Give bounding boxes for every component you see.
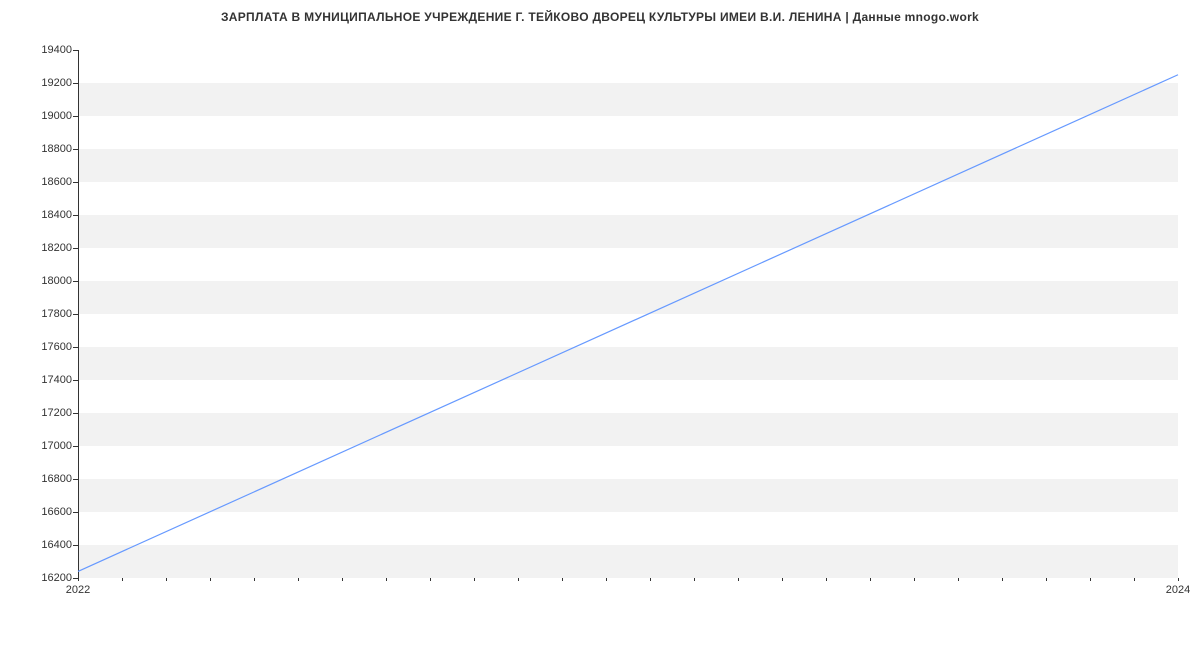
x-minor-tick	[342, 578, 343, 581]
x-minor-tick	[298, 578, 299, 581]
x-minor-tick	[254, 578, 255, 581]
x-minor-tick	[914, 578, 915, 581]
line-series-svg	[78, 50, 1178, 578]
x-minor-tick	[122, 578, 123, 581]
x-minor-tick	[782, 578, 783, 581]
y-tick-label: 18400	[12, 209, 72, 221]
y-tick-label: 17000	[12, 440, 72, 452]
y-tick-label: 18600	[12, 176, 72, 188]
x-minor-tick	[78, 578, 79, 581]
x-minor-tick	[1178, 578, 1179, 581]
x-minor-tick	[958, 578, 959, 581]
x-tick-label: 2022	[66, 584, 90, 596]
y-tick-label: 17600	[12, 341, 72, 353]
y-tick-label: 19400	[12, 44, 72, 56]
y-tick-mark	[73, 314, 78, 315]
y-tick-label: 17800	[12, 308, 72, 320]
chart-container: ЗАРПЛАТА В МУНИЦИПАЛЬНОЕ УЧРЕЖДЕНИЕ Г. Т…	[0, 0, 1200, 650]
y-tick-mark	[73, 281, 78, 282]
y-tick-label: 17400	[12, 374, 72, 386]
y-tick-label: 16600	[12, 506, 72, 518]
y-tick-label: 19000	[12, 110, 72, 122]
x-minor-tick	[518, 578, 519, 581]
x-minor-tick	[694, 578, 695, 581]
x-minor-tick	[826, 578, 827, 581]
x-minor-tick	[474, 578, 475, 581]
y-tick-mark	[73, 50, 78, 51]
x-minor-tick	[1002, 578, 1003, 581]
x-minor-tick	[606, 578, 607, 581]
x-minor-tick	[1046, 578, 1047, 581]
line-series	[78, 75, 1178, 572]
y-tick-mark	[73, 545, 78, 546]
y-tick-mark	[73, 380, 78, 381]
y-tick-mark	[73, 83, 78, 84]
x-minor-tick	[562, 578, 563, 581]
chart-title: ЗАРПЛАТА В МУНИЦИПАЛЬНОЕ УЧРЕЖДЕНИЕ Г. Т…	[0, 0, 1200, 29]
y-tick-label: 18800	[12, 143, 72, 155]
y-tick-mark	[73, 149, 78, 150]
y-tick-mark	[73, 248, 78, 249]
y-tick-label: 18200	[12, 242, 72, 254]
x-minor-tick	[430, 578, 431, 581]
x-minor-tick	[166, 578, 167, 581]
x-minor-tick	[870, 578, 871, 581]
y-tick-mark	[73, 182, 78, 183]
x-minor-tick	[738, 578, 739, 581]
x-minor-tick	[1134, 578, 1135, 581]
y-tick-mark	[73, 446, 78, 447]
y-tick-label: 16800	[12, 473, 72, 485]
y-tick-label: 16200	[12, 572, 72, 584]
x-minor-tick	[386, 578, 387, 581]
y-tick-mark	[73, 479, 78, 480]
y-tick-mark	[73, 347, 78, 348]
y-tick-mark	[73, 413, 78, 414]
y-tick-label: 18000	[12, 275, 72, 287]
x-tick-label: 2024	[1166, 584, 1190, 596]
y-tick-mark	[73, 215, 78, 216]
y-tick-label: 19200	[12, 77, 72, 89]
y-tick-label: 16400	[12, 539, 72, 551]
x-minor-tick	[210, 578, 211, 581]
y-tick-mark	[73, 116, 78, 117]
y-tick-mark	[73, 512, 78, 513]
y-tick-label: 17200	[12, 407, 72, 419]
x-minor-tick	[1090, 578, 1091, 581]
x-minor-tick	[650, 578, 651, 581]
